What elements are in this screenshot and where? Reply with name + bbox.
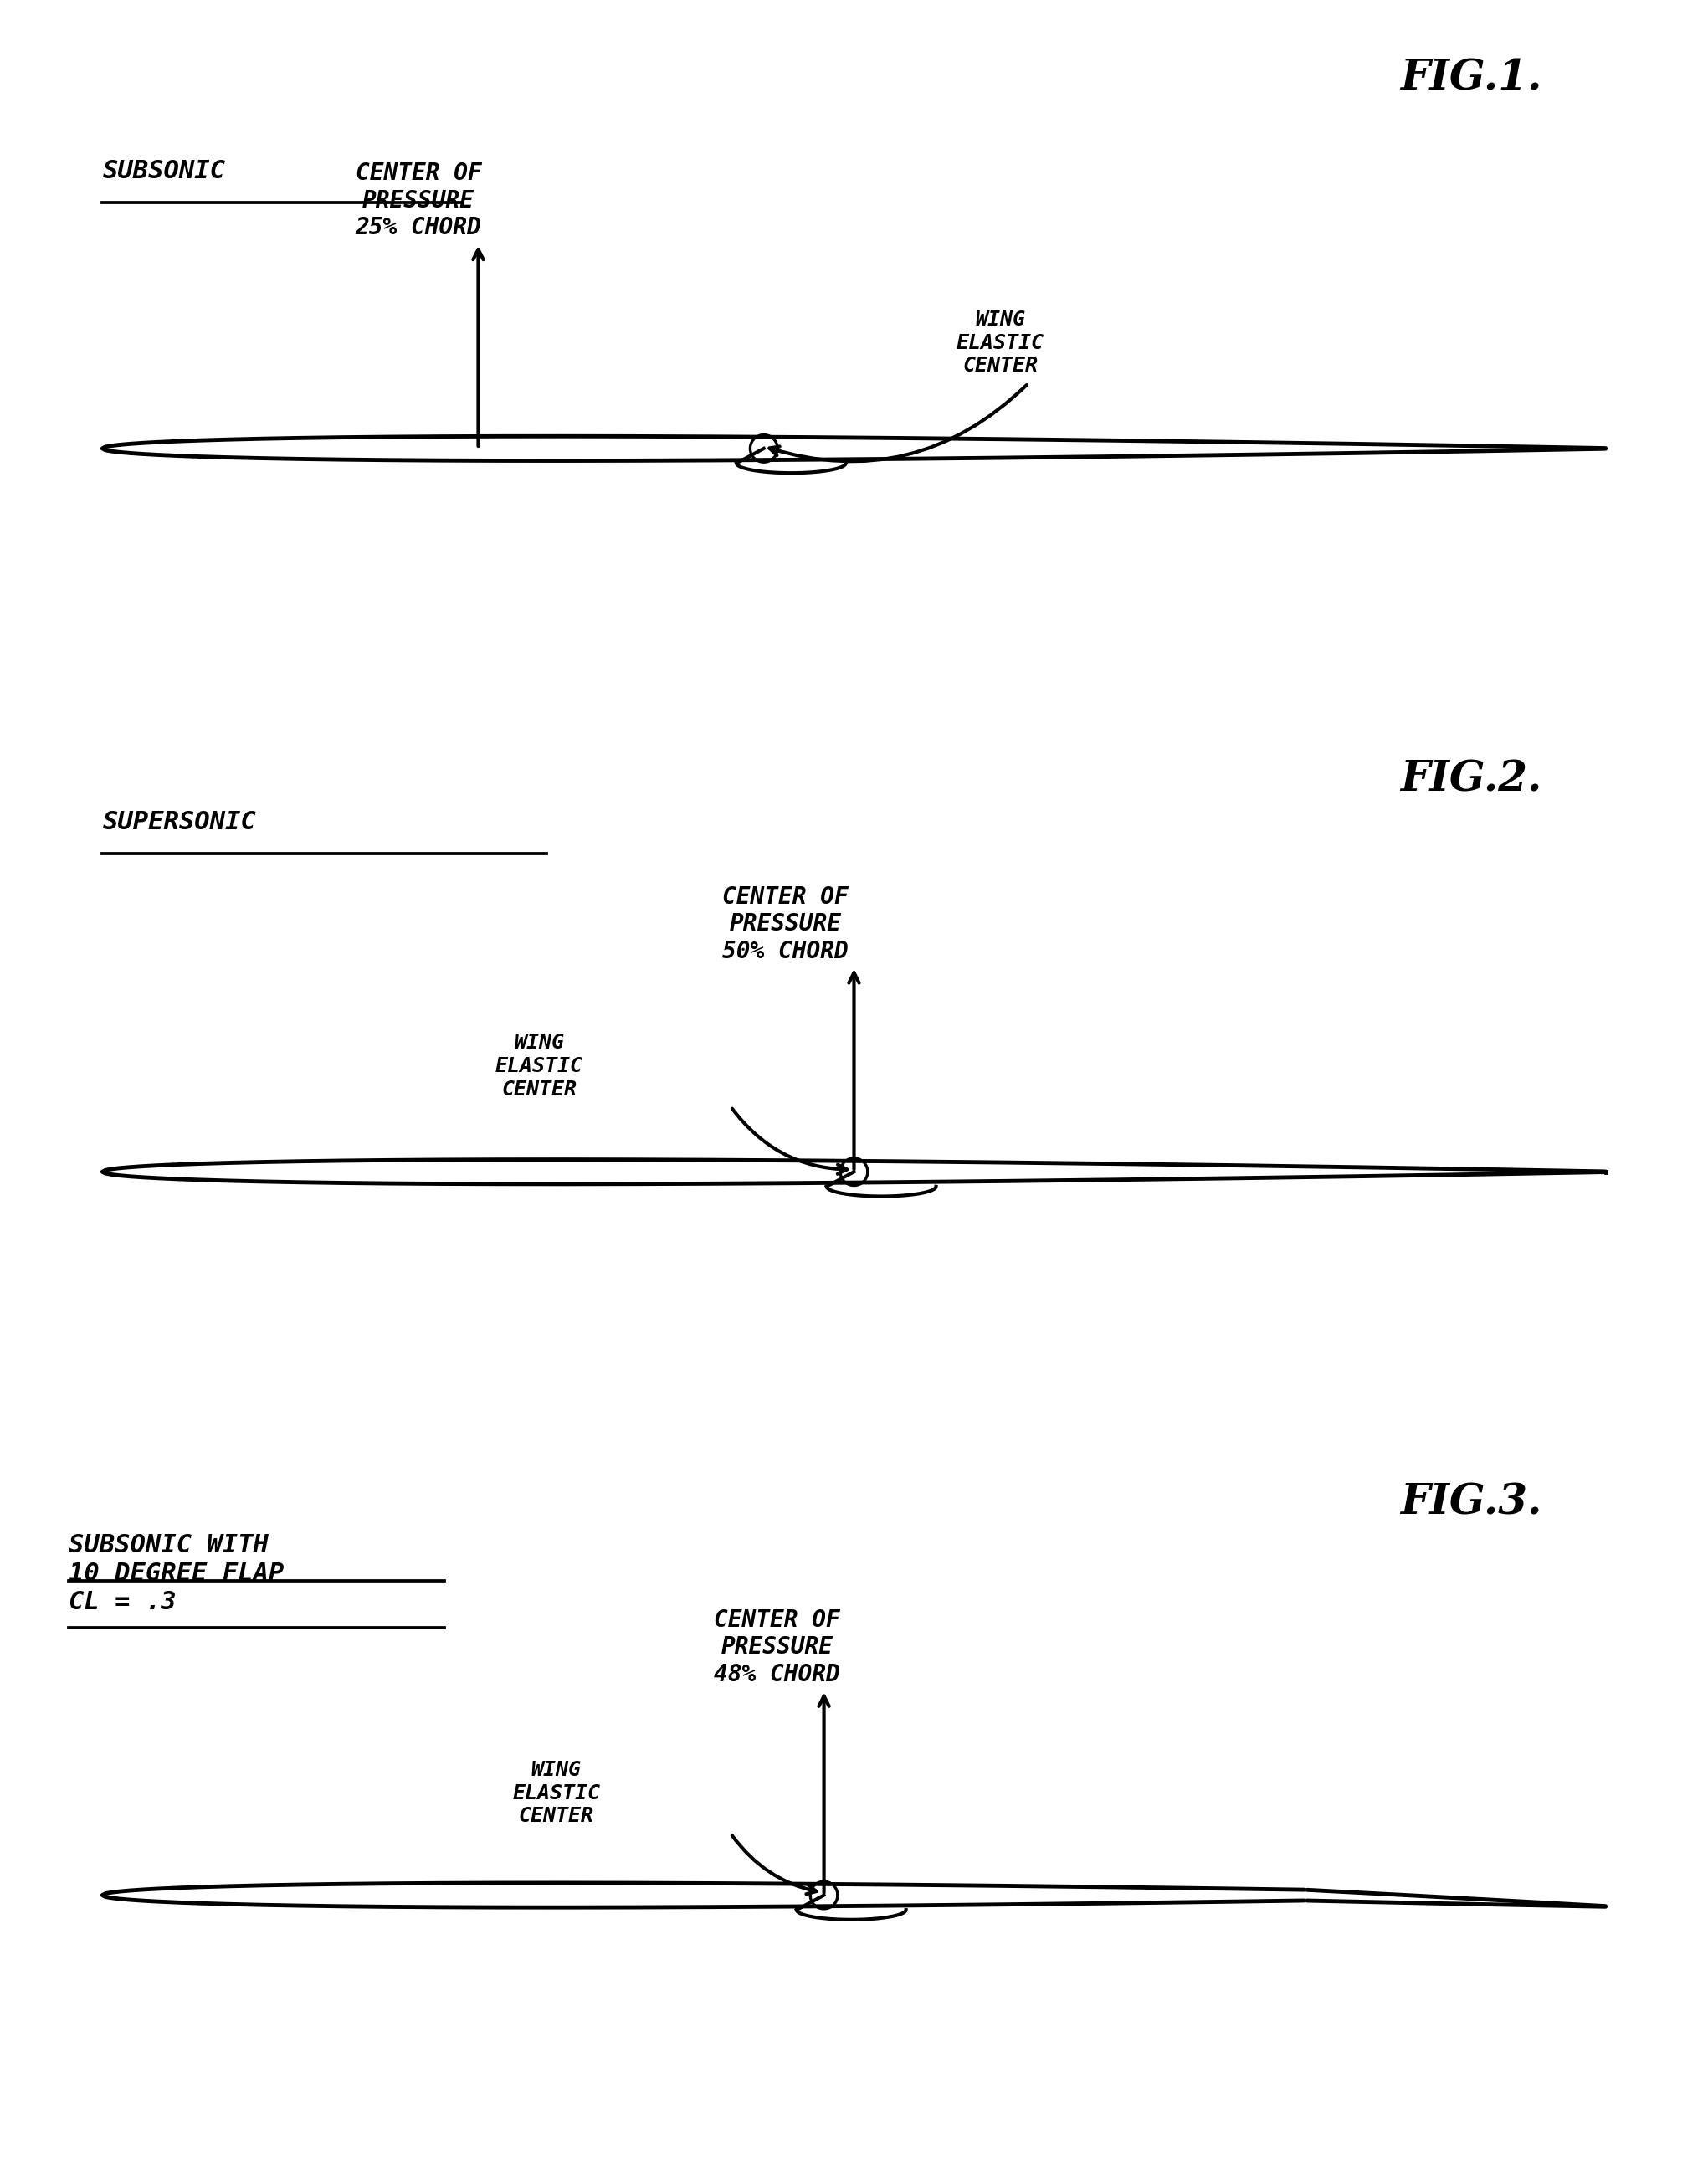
Text: FIG.3.: FIG.3.: [1401, 1482, 1542, 1523]
Text: CENTER OF
PRESSURE
25% CHORD: CENTER OF PRESSURE 25% CHORD: [355, 163, 482, 239]
Text: WING
ELASTIC
CENTER: WING ELASTIC CENTER: [495, 1033, 582, 1100]
Text: CENTER OF
PRESSURE
48% CHORD: CENTER OF PRESSURE 48% CHORD: [714, 1608, 840, 1686]
Text: SUBSONIC WITH
10 DEGREE FLAP
CL = .3: SUBSONIC WITH 10 DEGREE FLAP CL = .3: [68, 1534, 284, 1614]
Text: FIG.2.: FIG.2.: [1401, 760, 1542, 801]
Text: WING
ELASTIC
CENTER: WING ELASTIC CENTER: [512, 1760, 600, 1827]
Text: WING
ELASTIC
CENTER: WING ELASTIC CENTER: [956, 310, 1044, 375]
Text: SUBSONIC: SUBSONIC: [102, 158, 225, 184]
Text: SUPERSONIC: SUPERSONIC: [102, 809, 256, 835]
Text: FIG.1.: FIG.1.: [1401, 59, 1542, 100]
Text: CENTER OF
PRESSURE
50% CHORD: CENTER OF PRESSURE 50% CHORD: [722, 885, 849, 963]
